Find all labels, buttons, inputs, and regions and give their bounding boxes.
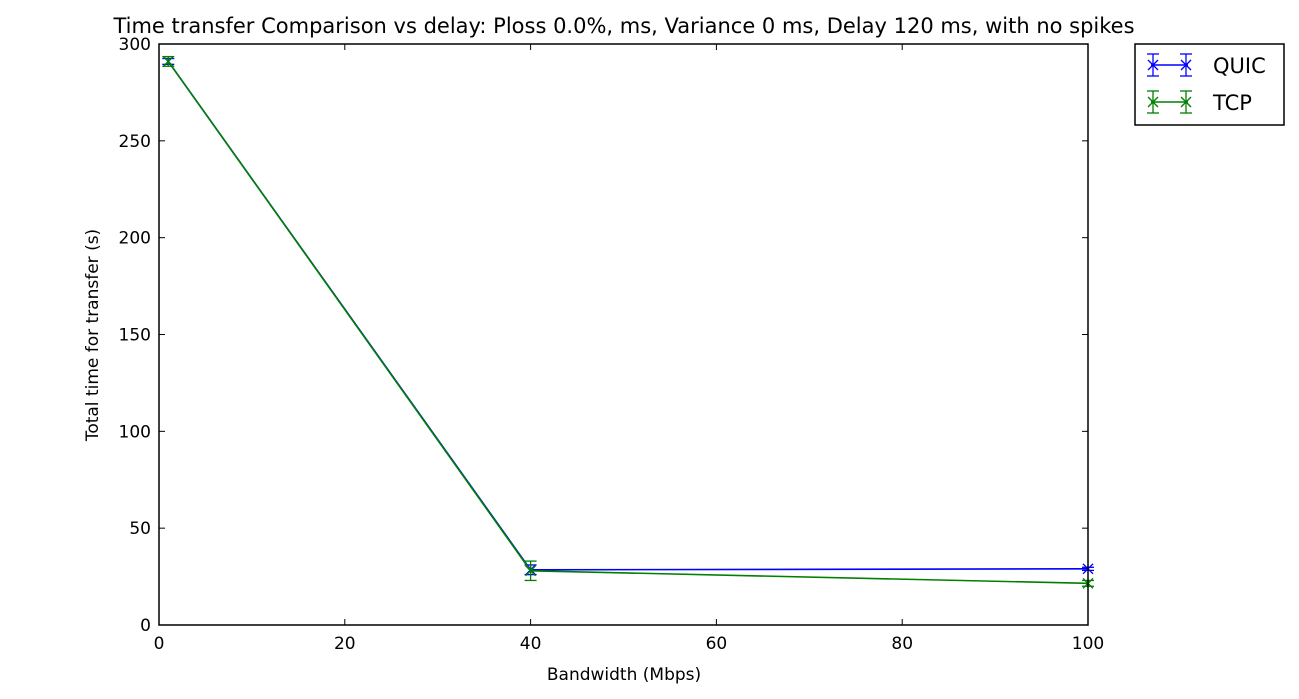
series-line: [167, 60, 1089, 585]
marker-stroke: [1180, 59, 1192, 71]
legend-marker: [1147, 96, 1159, 108]
y-tick-label: 250: [119, 132, 151, 152]
y-tick-label: 100: [119, 422, 151, 442]
marker-stroke: [1147, 96, 1159, 108]
marker-stroke: [525, 565, 537, 577]
legend-marker: [1180, 96, 1192, 108]
y-axis-title: Total time for transfer (s): [83, 229, 103, 442]
y-tick-label: 300: [119, 35, 151, 55]
legend-item-tcp: TCP: [1147, 90, 1252, 115]
y-tick-label: 50: [129, 519, 151, 539]
legend-item-quic: QUIC: [1147, 53, 1266, 78]
x-tick-label: 80: [891, 634, 913, 654]
marker-stroke: [1180, 96, 1192, 108]
legend-label: TCP: [1212, 91, 1252, 115]
legend-label: QUIC: [1213, 54, 1266, 78]
plot-frame: [158, 43, 1089, 626]
x-tick-label: 40: [520, 634, 542, 654]
series-line: [167, 60, 1089, 571]
y-tick-label: 200: [119, 229, 151, 249]
x-tick-label: 0: [154, 634, 165, 654]
series-tcp: [162, 55, 1094, 589]
y-tick-label: 150: [119, 326, 151, 346]
legend-marker: [1147, 59, 1159, 71]
legend-frame: [1134, 43, 1285, 126]
chart-title: Time transfer Comparison vs delay: Ploss…: [112, 14, 1134, 38]
marker-stroke: [1147, 59, 1159, 71]
legend: QUIC TCP: [1134, 43, 1285, 126]
y-tick-label: 0: [140, 616, 151, 636]
axis-ticks: 0 20 40 60 80 100 0 50 100 150 200 250 300: [119, 35, 1105, 654]
x-tick-label: 60: [706, 634, 728, 654]
data-point: [525, 565, 537, 577]
x-axis-title: Bandwidth (Mbps): [547, 665, 701, 685]
series-quic: [162, 55, 1094, 576]
plot-area: [162, 55, 1094, 589]
data-point: [162, 55, 174, 67]
legend-marker: [1180, 59, 1192, 71]
x-tick-label: 100: [1072, 634, 1104, 654]
marker-stroke: [162, 55, 174, 67]
x-tick-label: 20: [334, 634, 356, 654]
